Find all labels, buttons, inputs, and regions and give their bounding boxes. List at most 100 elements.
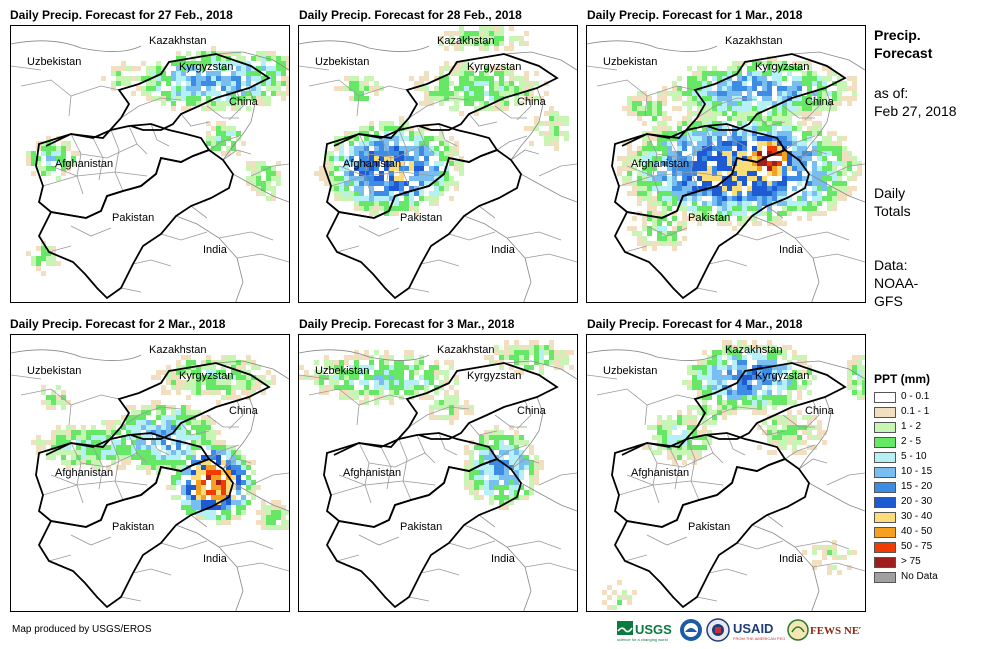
legend-swatch [874, 407, 896, 418]
pakistan-border [37, 148, 234, 300]
data-source-line2: GFS [874, 293, 903, 309]
country-label-pakistan: Pakistan [112, 521, 155, 533]
region-outline [333, 362, 559, 456]
precip-cells [314, 26, 569, 216]
precip-map-svg [299, 340, 577, 611]
precip-cells [299, 340, 574, 510]
country-label-afghanistan: Afghanistan [343, 158, 402, 170]
legend-swatch [874, 557, 896, 568]
country-label-kazakhstan: Kazakhstan [437, 35, 495, 47]
fews-net-logo: FEWS NET [787, 618, 867, 642]
country-label-india: India [779, 244, 803, 256]
country-label-afghanistan: Afghanistan [631, 467, 690, 479]
daily-label: Daily [874, 185, 906, 201]
side-title-line1: Precip. [874, 27, 921, 43]
forecast-map: Kazakhstan Uzbekistan Kyrgyzstan China Afgha… [298, 334, 578, 612]
legend-swatch [874, 482, 896, 493]
precip-map-svg [299, 26, 577, 302]
country-label-kazakhstan: Kazakhstan [725, 35, 783, 47]
precip-cells [26, 46, 289, 276]
country-label-kazakhstan: Kazakhstan [437, 344, 495, 356]
country-label-pakistan: Pakistan [112, 212, 155, 224]
svg-text:FROM THE AMERICAN PEOPLE: FROM THE AMERICAN PEOPLE [733, 636, 785, 641]
admin-boundaries [299, 374, 577, 602]
legend-label: 1 - 2 [901, 421, 922, 432]
pakistan-border [325, 148, 522, 300]
country-label-india: India [779, 553, 803, 565]
country-label-kyrgyzstan: Kyrgyzstan [467, 61, 522, 73]
country-label-kyrgyzstan: Kyrgyzstan [179, 370, 234, 382]
precip-map-svg [587, 340, 865, 611]
region-outline [621, 362, 847, 456]
legend-label: No Data [901, 571, 938, 582]
country-label-afghanistan: Afghanistan [55, 467, 114, 479]
precip-map-svg [11, 349, 289, 611]
legend-swatch [874, 392, 896, 403]
country-label-china: China [517, 96, 546, 108]
legend-swatch [874, 527, 896, 538]
legend-label: > 75 [901, 556, 921, 567]
forecast-map: Kazakhstan Uzbekistan Kyrgyzstan China Afgha… [586, 334, 866, 612]
data-source-block: Data: NOAA- GFS [874, 256, 918, 310]
pakistan-border [613, 457, 810, 609]
country-label-kyrgyzstan: Kyrgyzstan [755, 61, 810, 73]
as-of-label: as of: [874, 85, 909, 101]
region-outline [333, 53, 559, 147]
panel-title: Daily Precip. Forecast for 1 Mar., 2018 [587, 8, 803, 22]
legend-swatch [874, 497, 896, 508]
admin-boundaries [299, 65, 577, 293]
legend-swatch [874, 572, 896, 583]
admin-boundaries [11, 374, 289, 602]
legend-title: PPT (mm) [874, 372, 931, 386]
admin-boundaries [11, 65, 289, 293]
data-label: Data: [874, 257, 908, 273]
panel-title: Daily Precip. Forecast for 27 Feb., 2018 [10, 8, 233, 22]
country-label-uzbekistan: Uzbekistan [603, 365, 658, 377]
country-label-kyrgyzstan: Kyrgyzstan [467, 370, 522, 382]
svg-text:USGS: USGS [635, 622, 672, 637]
country-label-india: India [203, 244, 227, 256]
forecast-map: Kazakhstan Uzbekistan Kyrgyzstan China Afgha… [10, 334, 290, 612]
as-of-date: Feb 27, 2018 [874, 103, 957, 119]
country-label-pakistan: Pakistan [688, 212, 731, 224]
svg-text:FEWS NET: FEWS NET [810, 625, 861, 637]
state-dept-seal [706, 618, 730, 642]
panel-title: Daily Precip. Forecast for 4 Mar., 2018 [587, 317, 803, 331]
country-label-india: India [491, 244, 515, 256]
country-label-uzbekistan: Uzbekistan [603, 56, 658, 68]
totals-label: Totals [874, 203, 911, 219]
country-label-india: India [491, 553, 515, 565]
side-title-line2: Forecast [874, 45, 933, 61]
legend-label: 10 - 15 [901, 466, 933, 477]
usaid-logo: USAID FROM THE AMERICAN PEOPLE [733, 618, 793, 642]
region-outline [45, 362, 271, 456]
country-label-uzbekistan: Uzbekistan [315, 56, 370, 68]
country-label-kyrgyzstan: Kyrgyzstan [179, 61, 234, 73]
legend-label: 40 - 50 [901, 526, 933, 537]
country-label-uzbekistan: Uzbekistan [27, 365, 82, 377]
forecast-map: Kazakhstan Uzbekistan Kyrgyzstan China Afgha… [10, 25, 290, 303]
pakistan-border [325, 457, 522, 609]
legend-swatch [874, 512, 896, 523]
usgs-logo: USGS science for a changing world [617, 618, 679, 642]
panel-title: Daily Precip. Forecast for 2 Mar., 2018 [10, 317, 226, 331]
country-label-pakistan: Pakistan [400, 212, 443, 224]
country-label-kazakhstan: Kazakhstan [149, 344, 207, 356]
country-label-kazakhstan: Kazakhstan [149, 35, 207, 47]
as-of-block: as of: Feb 27, 2018 [874, 84, 957, 120]
panel-title: Daily Precip. Forecast for 28 Feb., 2018 [299, 8, 522, 22]
legend-label: 30 - 40 [901, 511, 933, 522]
legend-label: 50 - 75 [901, 541, 933, 552]
legend-label: 0 - 0.1 [901, 391, 930, 402]
country-label-china: China [805, 405, 834, 417]
admin-boundaries [587, 65, 865, 293]
legend-swatch [874, 467, 896, 478]
forecast-map: Kazakhstan Uzbekistan Kyrgyzstan China Afgha… [586, 25, 866, 303]
svg-text:USAID: USAID [733, 621, 773, 636]
pakistan-border [613, 148, 810, 300]
pakistan-border [37, 457, 234, 609]
data-source-line1: NOAA- [874, 275, 919, 291]
noaa-logo [679, 618, 703, 642]
country-label-india: India [203, 553, 227, 565]
legend-label: 20 - 30 [901, 496, 933, 507]
